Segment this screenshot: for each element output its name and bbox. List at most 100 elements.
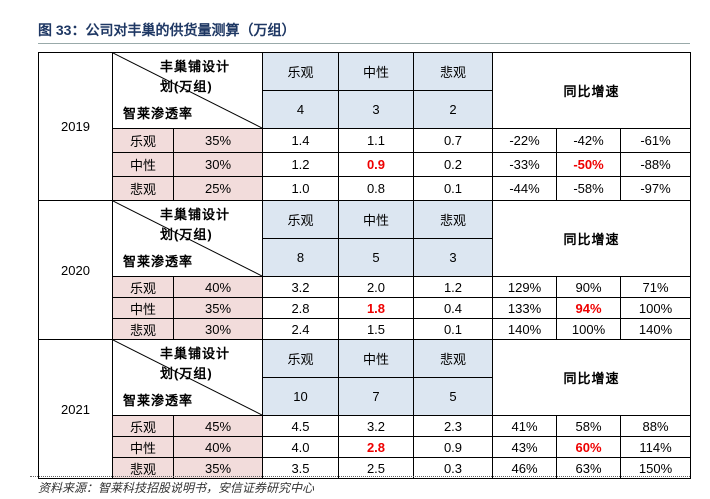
growth-value: -88% bbox=[619, 152, 692, 177]
plan-label: 丰巢铺设计划(万组) bbox=[160, 346, 231, 381]
diagonal-line bbox=[113, 340, 262, 415]
plan-value: 10 bbox=[262, 377, 339, 416]
plan-label: 丰巢铺设计划(万组) bbox=[160, 207, 231, 242]
plan-value: 8 bbox=[262, 238, 339, 277]
plan-value: 4 bbox=[262, 90, 339, 129]
rate-value: 45% bbox=[173, 415, 263, 437]
growth-value: 43% bbox=[492, 436, 557, 458]
rate-value: 40% bbox=[173, 436, 263, 458]
data-row: 中性 35% 2.8 1.8 0.4 133% 94% 100% bbox=[39, 297, 692, 319]
data-row: 乐观 40% 3.2 2.0 1.2 129% 90% 71% bbox=[39, 276, 692, 298]
supply-value: 1.8 bbox=[338, 297, 414, 319]
supply-value: 3.2 bbox=[338, 415, 414, 437]
plan-label: 丰巢铺设计划(万组) bbox=[160, 59, 231, 94]
growth-value: -50% bbox=[556, 152, 621, 177]
rate-value: 40% bbox=[173, 276, 263, 298]
supply-value: 0.3 bbox=[413, 457, 493, 479]
rate-value: 30% bbox=[173, 152, 263, 177]
supply-value: 1.1 bbox=[338, 128, 414, 153]
growth-value: 129% bbox=[492, 276, 557, 298]
rate-value: 30% bbox=[173, 318, 263, 340]
plan-value: 3 bbox=[338, 90, 414, 129]
bottom-rule bbox=[30, 476, 690, 477]
scenario-label: 乐观 bbox=[112, 415, 174, 437]
growth-value: 71% bbox=[619, 276, 692, 298]
scenario-header: 乐观 bbox=[262, 52, 339, 91]
source-note: 资料来源：智莱科技招股说明书，安信证券研究中心 bbox=[38, 481, 315, 495]
scenario-header: 乐观 bbox=[262, 339, 339, 378]
data-row: 中性 30% 1.2 0.9 0.2 -33% -50% -88% bbox=[39, 152, 692, 177]
supply-value: 1.2 bbox=[413, 276, 493, 298]
diagonal-header: 丰巢铺设计划(万组) 智莱渗透率 bbox=[112, 200, 263, 277]
header-row: 2021 丰巢铺设计划(万组) 智莱渗透率 乐观 中性 悲观 同比增速 bbox=[38, 339, 692, 479]
growth-header: 同比增速 bbox=[491, 200, 692, 277]
scenario-label: 乐观 bbox=[112, 128, 174, 153]
growth-value: 90% bbox=[556, 276, 621, 298]
growth-value: -61% bbox=[619, 128, 692, 153]
growth-value: 100% bbox=[556, 318, 621, 340]
supply-value: 1.2 bbox=[262, 152, 339, 177]
rate-label: 智莱渗透率 bbox=[123, 393, 194, 408]
rate-value: 35% bbox=[173, 457, 263, 479]
supply-value: 0.1 bbox=[413, 176, 493, 201]
supply-value: 2.8 bbox=[338, 436, 414, 458]
supply-value: 4.5 bbox=[262, 415, 339, 437]
growth-value: -44% bbox=[492, 176, 557, 201]
plan-value: 5 bbox=[413, 377, 493, 416]
scenario-header: 悲观 bbox=[413, 52, 493, 91]
scenario-label: 悲观 bbox=[112, 318, 174, 340]
year-cell: 2021 bbox=[38, 339, 113, 479]
scenario-header: 中性 bbox=[338, 52, 414, 91]
title-rule bbox=[38, 43, 690, 44]
rate-label: 智莱渗透率 bbox=[123, 106, 194, 121]
supply-table: 2019 丰巢铺设计划(万组) 智莱渗透率 乐观 中性 悲观 同比增速 4 3 2 乐观 35% 1.4… bbox=[38, 52, 692, 479]
supply-value: 2.8 bbox=[262, 297, 339, 319]
growth-value: -22% bbox=[492, 128, 557, 153]
diagonal-line bbox=[113, 201, 262, 276]
growth-value: 150% bbox=[619, 457, 692, 479]
scenario-header: 中性 bbox=[338, 200, 414, 239]
year-cell: 2019 bbox=[38, 52, 113, 201]
diagonal-header: 丰巢铺设计划(万组) 智莱渗透率 bbox=[112, 339, 263, 416]
supply-value: 3.5 bbox=[262, 457, 339, 479]
growth-value: 58% bbox=[556, 415, 621, 437]
supply-value: 0.9 bbox=[338, 152, 414, 177]
supply-value: 0.2 bbox=[413, 152, 493, 177]
rate-value: 35% bbox=[173, 128, 263, 153]
plan-value: 5 bbox=[338, 238, 414, 277]
supply-value: 0.1 bbox=[413, 318, 493, 340]
growth-value: 88% bbox=[619, 415, 692, 437]
growth-value: -97% bbox=[619, 176, 692, 201]
data-row: 乐观 45% 4.5 3.2 2.3 41% 58% 88% bbox=[39, 415, 692, 437]
supply-value: 0.4 bbox=[413, 297, 493, 319]
plan-value: 3 bbox=[413, 238, 493, 277]
growth-value: 140% bbox=[619, 318, 692, 340]
growth-value: 114% bbox=[619, 436, 692, 458]
diagonal-header: 丰巢铺设计划(万组) 智莱渗透率 bbox=[112, 52, 263, 129]
supply-value: 1.0 bbox=[262, 176, 339, 201]
data-row: 悲观 30% 2.4 1.5 0.1 140% 100% 140% bbox=[39, 318, 692, 340]
growth-value: -42% bbox=[556, 128, 621, 153]
supply-value: 1.4 bbox=[262, 128, 339, 153]
supply-value: 2.0 bbox=[338, 276, 414, 298]
scenario-label: 悲观 bbox=[112, 457, 174, 479]
supply-value: 0.9 bbox=[413, 436, 493, 458]
supply-value: 4.0 bbox=[262, 436, 339, 458]
supply-value: 2.5 bbox=[338, 457, 414, 479]
supply-value: 0.8 bbox=[338, 176, 414, 201]
scenario-header: 中性 bbox=[338, 339, 414, 378]
growth-value: 41% bbox=[492, 415, 557, 437]
growth-header: 同比增速 bbox=[491, 52, 692, 129]
supply-value: 3.2 bbox=[262, 276, 339, 298]
plan-value: 2 bbox=[413, 90, 493, 129]
rate-value: 25% bbox=[173, 176, 263, 201]
growth-header: 同比增速 bbox=[491, 339, 692, 416]
scenario-label: 悲观 bbox=[112, 176, 174, 201]
rate-value: 35% bbox=[173, 297, 263, 319]
scenario-label: 中性 bbox=[112, 436, 174, 458]
supply-value: 0.7 bbox=[413, 128, 493, 153]
supply-value: 2.4 bbox=[262, 318, 339, 340]
diagonal-line bbox=[113, 53, 262, 128]
